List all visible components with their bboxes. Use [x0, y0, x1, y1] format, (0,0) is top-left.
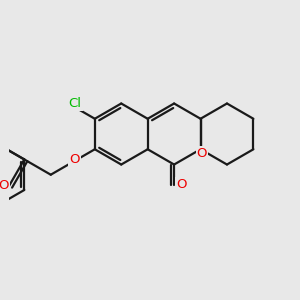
Text: Cl: Cl: [69, 98, 82, 110]
Text: O: O: [176, 178, 187, 191]
Text: O: O: [69, 153, 80, 166]
Text: O: O: [0, 179, 8, 192]
Text: O: O: [197, 147, 207, 160]
